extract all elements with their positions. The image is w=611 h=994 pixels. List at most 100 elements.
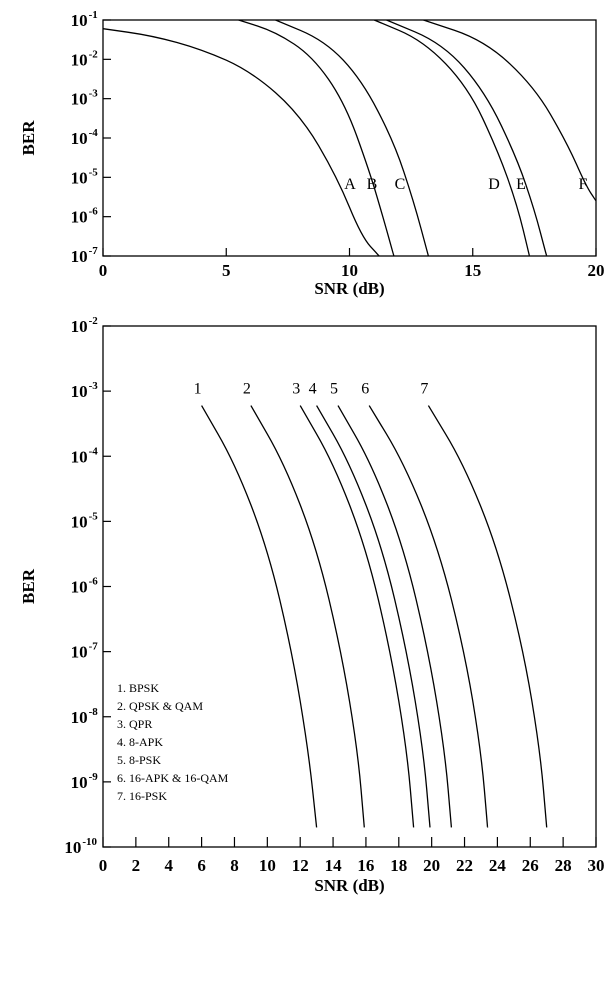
series-line-E <box>386 20 548 256</box>
series-line-C <box>275 20 430 256</box>
y-axis-title: BER <box>19 120 38 156</box>
x-axis-title: SNR (dB) <box>314 876 384 895</box>
legend-entry: 7. 16-PSK <box>117 789 167 803</box>
y-tick-label-base: 10 <box>71 382 88 401</box>
y-tick-label: 10 -1 <box>71 9 98 30</box>
y-tick-label-exp: -7 <box>89 641 99 653</box>
series-line-F <box>423 20 596 202</box>
legend-entry: 4. 8-APK <box>117 735 163 749</box>
series-line-1 <box>201 405 318 828</box>
y-tick-label-exp: -10 <box>82 836 97 848</box>
y-tick-label-base: 10 <box>71 643 88 662</box>
y-tick-label: 10 -2 <box>71 315 99 336</box>
plot-frame <box>102 325 597 848</box>
y-tick-label-exp: -4 <box>89 445 99 457</box>
x-tick-label: 10 <box>341 261 358 280</box>
y-tick-label-base: 10 <box>71 773 88 792</box>
y-axis-title: BER <box>19 568 38 604</box>
y-tick-label-base: 10 <box>71 317 88 336</box>
chart-bottom: 10-210-310-410-510-610-710-810-910 -100 2 4… <box>19 315 605 895</box>
y-tick-label: 10 -6 <box>71 206 99 227</box>
x-tick-label: 6 <box>197 856 206 875</box>
legend-entry: 1. BPSK <box>117 681 159 695</box>
chart-top: 10 -110 -210 -310 -410 -510 -610 -70 5 10 15 20SNR … <box>19 9 605 298</box>
x-tick-label: 20 <box>423 856 440 875</box>
y-tick-label: 10 -7 <box>71 641 99 662</box>
legend: 1. BPSK 2. QPSK & QAM 3. QPR 4. 8-APK 5. 8-P… <box>117 681 229 803</box>
y-tick-label-base: 10 <box>71 578 88 597</box>
y-tick-label-base: 10 <box>64 838 81 857</box>
y-tick-label-exp: -5 <box>89 510 99 522</box>
x-tick-label: 10 <box>259 856 276 875</box>
series-label-4: 4 <box>309 381 317 398</box>
series-label-6: 6 <box>361 381 369 398</box>
legend-entry: 5. 8-PSK <box>117 753 161 767</box>
y-tick-label-exp: -3 <box>89 88 99 100</box>
x-tick-label: 26 <box>522 856 539 875</box>
y-tick-label: 10 -9 <box>71 771 99 792</box>
y-tick-label-base: 10 <box>71 512 88 531</box>
series-line-D <box>373 20 531 256</box>
x-tick-label: 30 <box>588 856 605 875</box>
y-tick-label-exp: -2 <box>89 315 99 327</box>
series-label-C: C <box>395 176 406 193</box>
y-tick-label-exp: -8 <box>89 706 99 718</box>
x-tick-label: 15 <box>464 261 481 280</box>
y-tick-label: 10 -2 <box>71 48 99 69</box>
series-line-4 <box>316 405 431 828</box>
y-tick-label: 10 -3 <box>71 380 99 401</box>
series-label-3: 3 <box>292 381 300 398</box>
y-tick-label-exp: -1 <box>89 9 98 21</box>
y-tick-label-exp: -4 <box>89 127 99 139</box>
y-tick-label-exp: -7 <box>89 245 99 257</box>
legend-entry: 6. 16-APK & 16-QAM <box>117 771 229 785</box>
series-label-7: 7 <box>420 381 428 398</box>
y-tick-label-exp: -3 <box>89 380 99 392</box>
x-tick-label: 22 <box>456 856 473 875</box>
x-tick-label: 0 <box>99 261 108 280</box>
y-tick-label-exp: -6 <box>89 206 99 218</box>
y-tick-label-exp: -6 <box>89 576 99 588</box>
y-tick-label: 10 -5 <box>71 166 99 187</box>
series-line-A <box>103 28 380 256</box>
y-tick-label-base: 10 <box>71 208 88 227</box>
y-tick-label: 10 -4 <box>71 445 99 466</box>
y-tick-label-base: 10 <box>71 447 88 466</box>
series-line-3 <box>299 405 415 828</box>
x-tick-label: 18 <box>390 856 407 875</box>
y-tick-label-exp: -5 <box>89 166 99 178</box>
series-label-5: 5 <box>330 381 338 398</box>
series-line-2 <box>250 405 365 828</box>
y-tick-label-base: 10 <box>71 247 88 266</box>
series-label-2: 2 <box>243 381 251 398</box>
series-label-1: 1 <box>194 381 202 398</box>
y-tick-label: 10 -3 <box>71 88 99 109</box>
y-tick-label-exp: -2 <box>89 48 99 60</box>
series-label-F: F <box>579 176 588 193</box>
y-tick-label-base: 10 <box>71 90 88 109</box>
legend-entry: 2. QPSK & QAM <box>117 699 203 713</box>
x-tick-label: 14 <box>325 856 343 875</box>
plot-frame <box>102 19 597 257</box>
x-tick-label: 20 <box>588 261 605 280</box>
y-tick-label: 10 -4 <box>71 127 99 148</box>
x-tick-label: 8 <box>230 856 239 875</box>
x-tick-label: 24 <box>489 856 507 875</box>
y-tick-label: 10 -8 <box>71 706 99 727</box>
y-tick-label-base: 10 <box>71 50 88 69</box>
series-label-B: B <box>367 176 378 193</box>
series-line-6 <box>368 405 489 829</box>
series-line-5 <box>337 405 453 828</box>
series-label-A: A <box>344 176 356 193</box>
y-tick-label-base: 10 <box>71 708 88 727</box>
x-tick-label: 0 <box>99 856 108 875</box>
y-tick-label-base: 10 <box>71 168 88 187</box>
legend-entry: 3. QPR <box>117 717 152 731</box>
series-line-7 <box>427 405 548 828</box>
y-tick-label-base: 10 <box>71 129 88 148</box>
x-tick-label: 4 <box>164 856 173 875</box>
series-label-E: E <box>516 176 526 193</box>
series-label-D: D <box>488 176 500 193</box>
y-tick-label: 10 -6 <box>71 576 99 597</box>
